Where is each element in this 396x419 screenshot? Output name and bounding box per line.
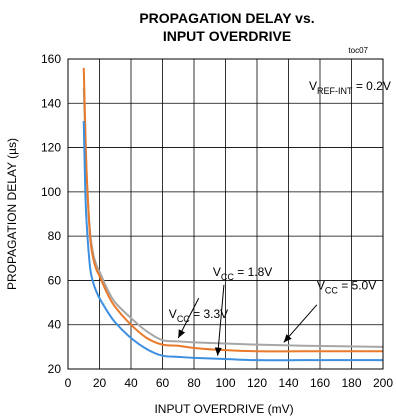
y-tick-label: 20 xyxy=(48,362,62,376)
y-tick-label: 160 xyxy=(41,52,61,66)
y-tick-label: 120 xyxy=(41,141,61,155)
chart-title-line2: INPUT OVERDRIVE xyxy=(163,28,291,44)
series-line-1 xyxy=(82,87,384,348)
annotation-vcc-3-3v: VCC = 3.3V xyxy=(169,307,228,324)
annotation-vref: VREF-INT = 0.2V xyxy=(309,79,391,96)
y-tick-label: 60 xyxy=(48,273,62,287)
x-tick-labels: 0 20 40 60 80 100 120 140 160 180 200 xyxy=(65,376,394,390)
annotation-arrow-line xyxy=(217,284,225,356)
y-tick-label: 40 xyxy=(48,318,62,332)
x-tick-label: 200 xyxy=(373,376,393,390)
x-axis-label: INPUT OVERDRIVE (mV) xyxy=(154,402,293,416)
x-tick-label: 140 xyxy=(278,376,298,390)
chart-title-line1: PROPAGATION DELAY vs. xyxy=(139,10,314,26)
series-line-3 xyxy=(82,120,383,362)
x-tick-label: 180 xyxy=(341,376,361,390)
figure-code: toc07 xyxy=(348,46,368,55)
x-tick-label: 0 xyxy=(65,376,72,390)
x-tick-label: 100 xyxy=(215,376,235,390)
x-tick-label: 60 xyxy=(156,376,170,390)
annotation-vcc-5-0v: VCC = 5.0V xyxy=(317,278,376,295)
annotation-arrow-line xyxy=(283,304,318,343)
y-axis-label: PROPAGATION DELAY (µs) xyxy=(5,138,19,290)
annotation-arrow-head xyxy=(178,329,186,338)
series-line-2 xyxy=(82,67,383,353)
annotation-arrow-head xyxy=(283,334,292,343)
x-tick-label: 120 xyxy=(247,376,267,390)
x-tick-label: 40 xyxy=(124,376,138,390)
y-tick-labels: 20 40 60 80 100 120 140 160 xyxy=(41,52,61,376)
x-tick-label: 80 xyxy=(187,376,201,390)
y-tick-label: 140 xyxy=(41,96,61,110)
x-tick-label: 160 xyxy=(310,376,330,390)
x-tick-label: 20 xyxy=(93,376,107,390)
annotation-arrows xyxy=(177,284,318,356)
grid xyxy=(68,59,383,369)
annotation-vcc-1-8v: VCC = 1.8V xyxy=(213,265,272,282)
plot-frame xyxy=(67,58,384,370)
y-tick-label: 80 xyxy=(48,229,62,243)
y-tick-label: 100 xyxy=(41,185,61,199)
annotation-arrow-head xyxy=(214,347,222,356)
series-lines xyxy=(82,67,384,362)
